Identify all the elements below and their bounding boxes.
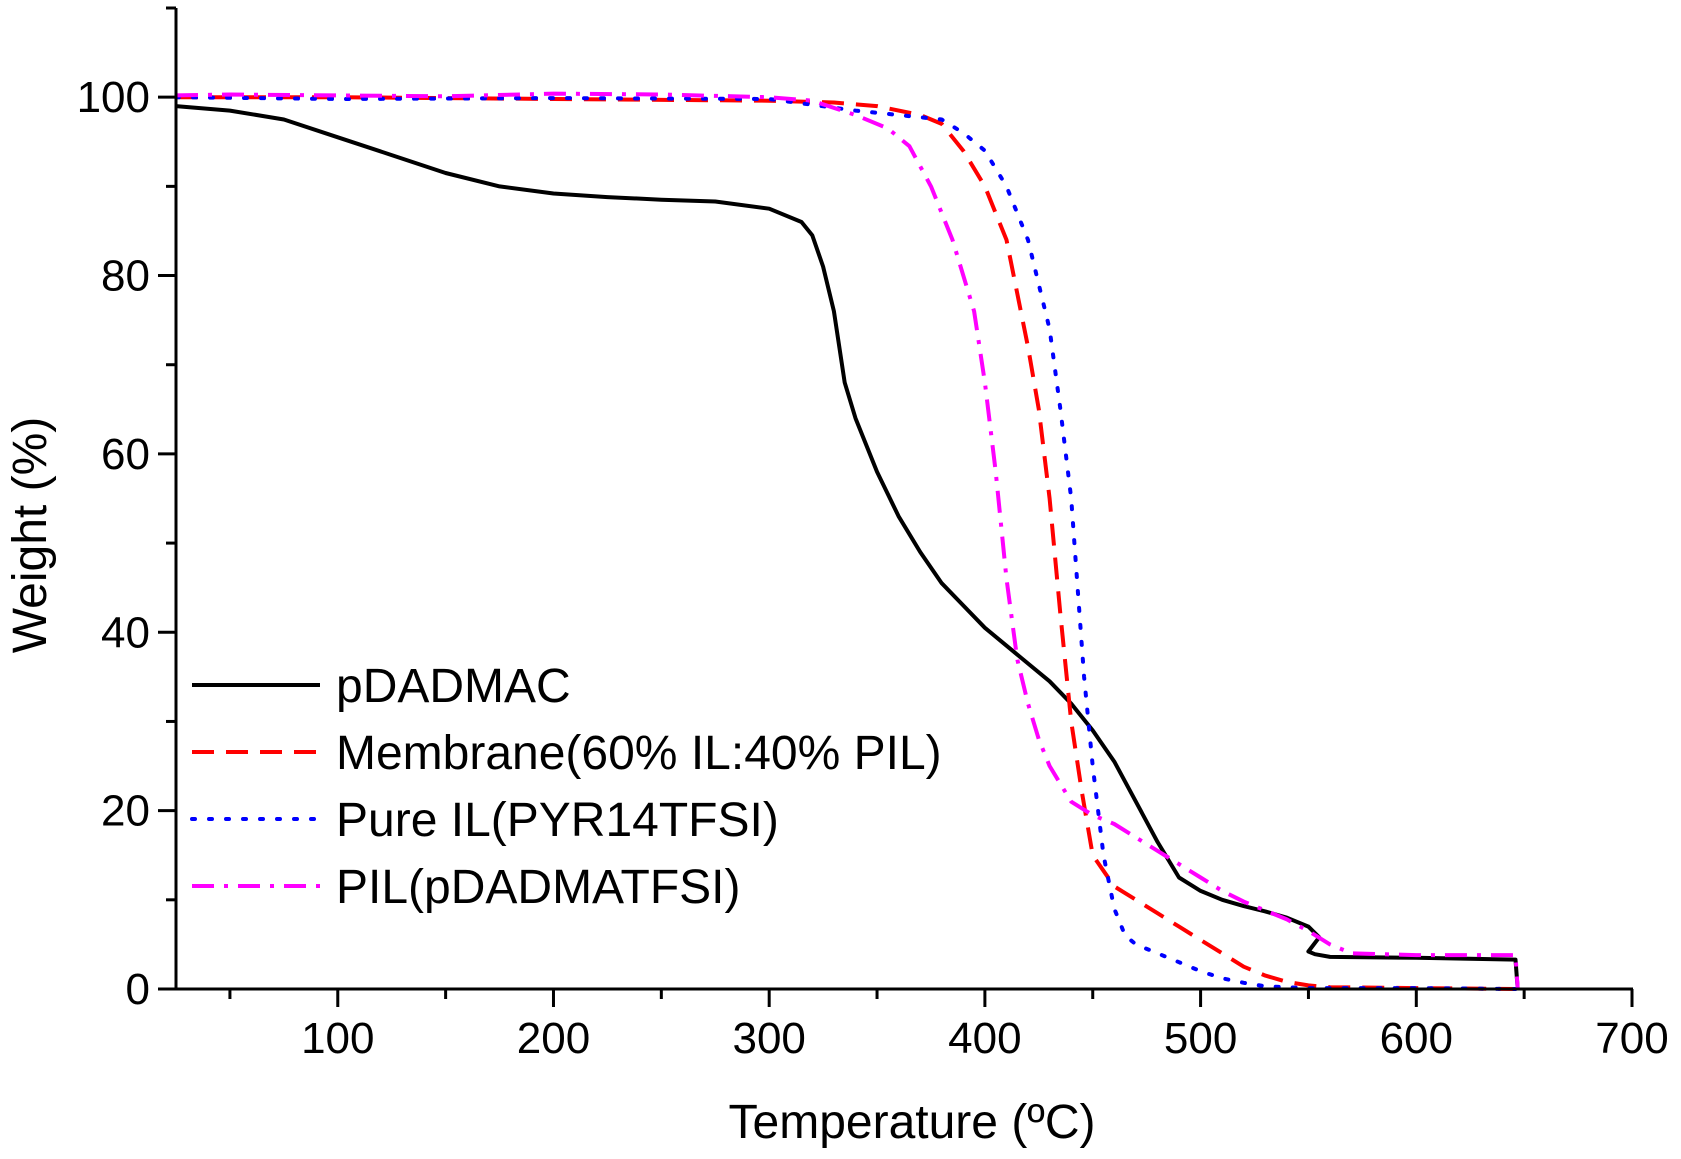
x-tick-label: 500: [1164, 1014, 1237, 1063]
x-tick-label: 400: [948, 1014, 1021, 1063]
x-axis-title: Temperature (ºC): [729, 1096, 1096, 1149]
series-line-1: [175, 104, 1520, 990]
x-tick-label: 300: [732, 1014, 805, 1063]
axes-layer: 100 200 300 400 500 600 700 0 20 40 60 80 100: [77, 6, 1669, 1063]
legend-label-3: Pure IL(PYR14TFSI): [336, 794, 779, 847]
series-line-2: [176, 95, 1516, 991]
y-tick-label: 80: [101, 252, 150, 301]
x-tick-label: 200: [517, 1014, 590, 1063]
y-tick-label: 40: [101, 608, 150, 657]
legend-label-2: Membrane(60% IL:40% PIL): [336, 727, 942, 780]
y-tick-label: 100: [77, 73, 150, 122]
legend-label-1: pDADMAC: [336, 660, 571, 713]
x-tick-label: 600: [1380, 1014, 1453, 1063]
x-tick-label: 700: [1595, 1014, 1668, 1063]
series-line-3: [174, 95, 1518, 991]
y-axis-title: Weight (%): [4, 417, 57, 654]
y-tick-label: 60: [101, 430, 150, 479]
legend: pDADMAC Membrane(60% IL:40% PIL) Pure IL(P…: [190, 660, 942, 914]
y-tick-label: 20: [101, 787, 150, 836]
series-layer: [174, 91, 1520, 991]
series-line-4: [175, 91, 1520, 990]
legend-label-4: PIL(pDADMATFSI): [336, 861, 740, 914]
y-tick-label: 0: [126, 965, 150, 1014]
x-tick-label: 100: [301, 1014, 374, 1063]
